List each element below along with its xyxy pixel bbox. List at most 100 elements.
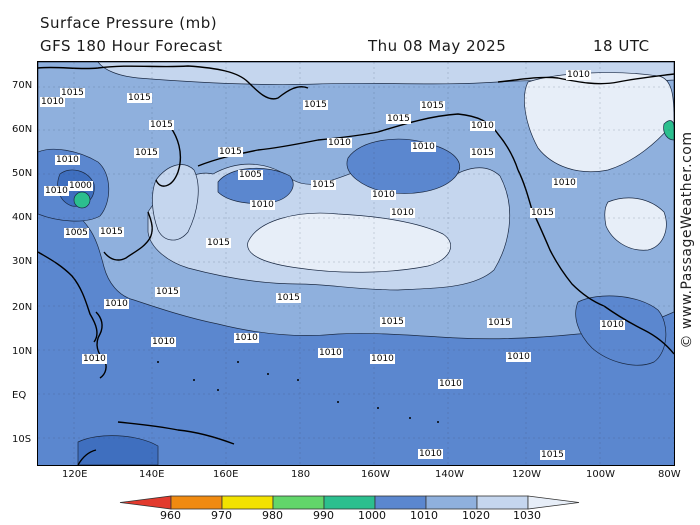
isobar-label: 1015 xyxy=(99,227,124,237)
low-gulf-of-alaska xyxy=(346,138,460,194)
low-bering xyxy=(217,167,294,204)
lon-label: 160W xyxy=(361,469,390,480)
lon-label: 180 xyxy=(291,469,311,480)
isobar-label: 1015 xyxy=(470,148,495,158)
lat-label: 50N xyxy=(12,168,33,179)
isobar-label: 1015 xyxy=(134,148,159,158)
mexico-1010 xyxy=(575,295,667,366)
lat-label: 70N xyxy=(12,80,33,91)
coast-new-guinea xyxy=(117,421,235,445)
isobar-label: 1000 xyxy=(68,181,93,191)
isobar-label: 1010 xyxy=(370,354,395,364)
legend-label: 1000 xyxy=(358,509,386,522)
isobar-label: 1010 xyxy=(470,121,495,131)
lon-label: 120E xyxy=(62,469,88,480)
legend-label: 970 xyxy=(211,509,232,522)
low-south-1005 xyxy=(77,435,159,465)
isobar-label: 1005 xyxy=(64,228,89,238)
isobar-label: 1010 xyxy=(600,320,625,330)
lat-label: EQ xyxy=(12,390,27,401)
isobar-label: 1015 xyxy=(380,317,405,327)
lat-label: 10N xyxy=(12,346,33,357)
island-dot xyxy=(193,379,195,381)
atlantic-low xyxy=(663,120,674,141)
coast-japan xyxy=(103,211,153,261)
isobar-label: 1010 xyxy=(327,138,352,148)
coast-china xyxy=(38,251,98,343)
legend-swatch xyxy=(527,495,580,510)
coast-philippines xyxy=(95,311,107,379)
isobar-label: 1010 xyxy=(506,352,531,362)
color-legend xyxy=(119,495,580,510)
isobar-label: 1010 xyxy=(44,186,69,196)
map-title: Surface Pressure (mb) xyxy=(40,14,218,32)
lat-label: 60N xyxy=(12,124,33,135)
island-dot xyxy=(217,389,219,391)
island-dot xyxy=(157,361,159,363)
island-dot xyxy=(377,407,379,409)
lon-label: 140W xyxy=(435,469,464,480)
coast-central-america xyxy=(603,305,674,355)
coast-canada-north xyxy=(497,73,674,85)
isobar-label: 1010 xyxy=(104,299,129,309)
lat-label: 30N xyxy=(12,256,33,267)
isobar-label: 1015 xyxy=(60,88,85,98)
legend-swatch xyxy=(374,495,427,510)
isobar-label: 1010 xyxy=(418,449,443,459)
island-dot xyxy=(297,379,299,381)
graticule-line xyxy=(73,62,674,465)
legend-swatch xyxy=(272,495,325,510)
graticule xyxy=(38,62,674,465)
lon-label: 120W xyxy=(512,469,541,480)
legend-label: 1030 xyxy=(513,509,541,522)
forecast-time: 18 UTC xyxy=(593,37,650,55)
island-dot xyxy=(237,361,239,363)
coast-asia-north xyxy=(38,65,309,100)
pressure-map-canvas xyxy=(38,62,674,465)
isobar-label: 1010 xyxy=(82,354,107,364)
isobar-label: 1015 xyxy=(487,318,512,328)
legend-swatch xyxy=(221,495,274,510)
isobar-label: 1010 xyxy=(151,337,176,347)
isobar-label: 1010 xyxy=(566,70,591,80)
forecast-subtitle: GFS 180 Hour Forecast xyxy=(40,37,223,55)
legend-label: 980 xyxy=(262,509,283,522)
island-dot xyxy=(337,401,339,403)
isobar-label: 1005 xyxy=(238,170,263,180)
legend-label: 1010 xyxy=(410,509,438,522)
island-dots xyxy=(157,361,439,423)
lon-label: 160E xyxy=(213,469,239,480)
coast-kamchatka xyxy=(155,123,182,187)
isobar-label: 1015 xyxy=(276,293,301,303)
legend-label: 960 xyxy=(160,509,181,522)
coast-australia xyxy=(77,449,97,465)
isobar-label: 1015 xyxy=(149,120,174,130)
isobar-label: 1015 xyxy=(540,450,565,460)
pressure-map xyxy=(37,61,675,466)
pressure-band-1030 xyxy=(247,212,451,273)
isobar-label: 1015 xyxy=(127,93,152,103)
isobar-label: 1010 xyxy=(318,348,343,358)
legend-swatch xyxy=(119,495,172,510)
lon-label: 100W xyxy=(586,469,615,480)
isobar-label: 1015 xyxy=(386,114,411,124)
isobar-label: 1015 xyxy=(218,147,243,157)
watermark: © www.PassageWeather.com xyxy=(676,100,698,380)
lat-label: 10S xyxy=(12,434,32,445)
isobar-label: 1010 xyxy=(40,97,65,107)
isobar-label: 1010 xyxy=(371,190,396,200)
isobar-label: 1010 xyxy=(390,208,415,218)
isobar-label: 1015 xyxy=(311,180,336,190)
lon-label: 80W xyxy=(658,469,681,480)
lat-label: 20N xyxy=(12,302,33,313)
north-america-high xyxy=(524,72,674,173)
island-dot xyxy=(267,373,269,375)
lon-label: 140E xyxy=(139,469,165,480)
legend-swatch xyxy=(476,495,529,510)
isobar-label: 1010 xyxy=(411,142,436,152)
watermark-text: © www.PassageWeather.com xyxy=(679,131,695,349)
island-dot xyxy=(437,421,439,423)
east-us-high xyxy=(604,197,667,251)
low-asia-1000 xyxy=(73,191,91,209)
legend-label: 990 xyxy=(313,509,334,522)
